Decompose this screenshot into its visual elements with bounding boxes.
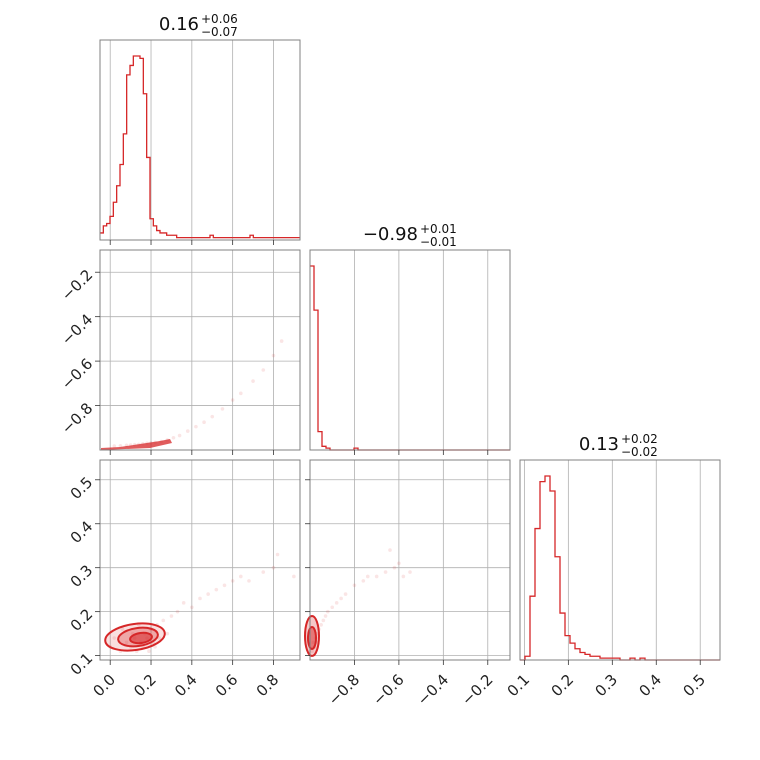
- scatter-point: [408, 570, 412, 574]
- scatter-point: [239, 574, 243, 579]
- title-median-param-2: 0.13: [579, 434, 619, 455]
- contour-line-outer: [304, 615, 320, 657]
- contour-line-inner: [129, 631, 153, 645]
- scatter-point: [214, 587, 219, 592]
- grid-group: [109, 40, 274, 240]
- scatter-point: [206, 592, 210, 596]
- scatter-point: [185, 429, 190, 433]
- ticks-group: [354, 450, 489, 455]
- scatter-point: [190, 605, 194, 610]
- scatter-point: [112, 636, 117, 640]
- scatter-point: [171, 435, 176, 440]
- scatter-point: [325, 609, 330, 614]
- scatter-point: [397, 561, 401, 566]
- scatter-point: [292, 574, 296, 579]
- scatter-point: [383, 570, 388, 574]
- scatter-point: [323, 614, 328, 618]
- panel-hist-param-0: 0.16 +0.06 −0.07: [99, 12, 301, 245]
- ticks-group: [109, 240, 274, 245]
- scatter-point: [275, 552, 280, 557]
- scatter-point: [339, 596, 343, 601]
- scatter-point: [175, 609, 180, 614]
- grid-group: [310, 460, 510, 660]
- axes-frame: [99, 39, 301, 241]
- axes-frame: [99, 459, 301, 661]
- scatter-point: [194, 424, 198, 429]
- scatter-point: [319, 623, 323, 627]
- contour-region-inner: [130, 632, 152, 644]
- scatter-point: [222, 583, 227, 588]
- scatter-point: [202, 420, 206, 425]
- density-contours: [104, 622, 166, 652]
- title-lower-err-param-2: −0.02: [621, 445, 658, 459]
- contour-line-middle: [117, 626, 159, 648]
- scatter-point: [271, 353, 276, 358]
- density-contours: [101, 439, 172, 450]
- scatter-point: [352, 583, 357, 588]
- scatter-point: [239, 391, 243, 396]
- axes-frame: [309, 459, 511, 661]
- title-upper-err-param-1: +0.01: [420, 222, 457, 236]
- density-ridge: [101, 439, 172, 450]
- contour-line-outer: [104, 622, 166, 652]
- scatter-point: [220, 407, 225, 411]
- scatter-point: [401, 574, 406, 579]
- grid-group: [523, 460, 701, 660]
- histogram-param-0: [100, 55, 300, 239]
- axes-frame: [309, 249, 511, 451]
- scatter-point: [330, 605, 335, 610]
- axes-frame: [99, 249, 301, 451]
- scatter-point: [279, 339, 284, 343]
- scatter-point: [271, 565, 276, 570]
- scatter-point: [261, 570, 266, 574]
- scatter-point: [321, 618, 326, 623]
- panel-hist-param-1: −0.98 +0.01 −0.01: [309, 222, 511, 455]
- scatter-point: [147, 649, 151, 654]
- scatter-point: [365, 574, 370, 579]
- scatter-point: [181, 601, 186, 605]
- density-contours: [304, 615, 320, 657]
- scatter-point: [374, 574, 379, 579]
- title-median-param-1: −0.98: [363, 224, 418, 245]
- scatter-point: [169, 614, 174, 618]
- contour-line-inner: [307, 626, 317, 650]
- title-upper-err-param-2: +0.02: [621, 432, 658, 446]
- title-lower-err-param-1: −0.01: [420, 235, 457, 249]
- scatter-point: [261, 368, 266, 372]
- title-lower-err-param-0: −0.07: [201, 25, 238, 39]
- scatter-point: [112, 444, 117, 448]
- scatter-point: [334, 601, 339, 605]
- scatter-point: [230, 579, 235, 583]
- grid-group: [100, 250, 300, 450]
- scatter-point: [198, 596, 202, 601]
- grid-group: [100, 460, 300, 660]
- scatter-point: [118, 443, 123, 448]
- scatter-point: [343, 592, 348, 596]
- scatter-point: [124, 640, 129, 645]
- scatter-point: [120, 627, 125, 632]
- scatter-point: [165, 631, 170, 636]
- scatter-point: [310, 649, 315, 654]
- scatter-point: [388, 548, 392, 552]
- title-median-param-0: 0.16: [159, 14, 199, 35]
- title-upper-err-param-0: +0.06: [201, 12, 238, 26]
- scatter-point: [210, 414, 215, 419]
- scatter-point: [251, 379, 255, 383]
- scatter-point: [177, 433, 182, 438]
- scatter-point: [161, 618, 166, 623]
- scatter-point: [230, 398, 235, 402]
- grid-group: [354, 250, 489, 450]
- axes-frame: [519, 459, 721, 661]
- scatter-point: [392, 565, 397, 570]
- scatter-point: [247, 579, 251, 583]
- scatter-point: [361, 579, 366, 583]
